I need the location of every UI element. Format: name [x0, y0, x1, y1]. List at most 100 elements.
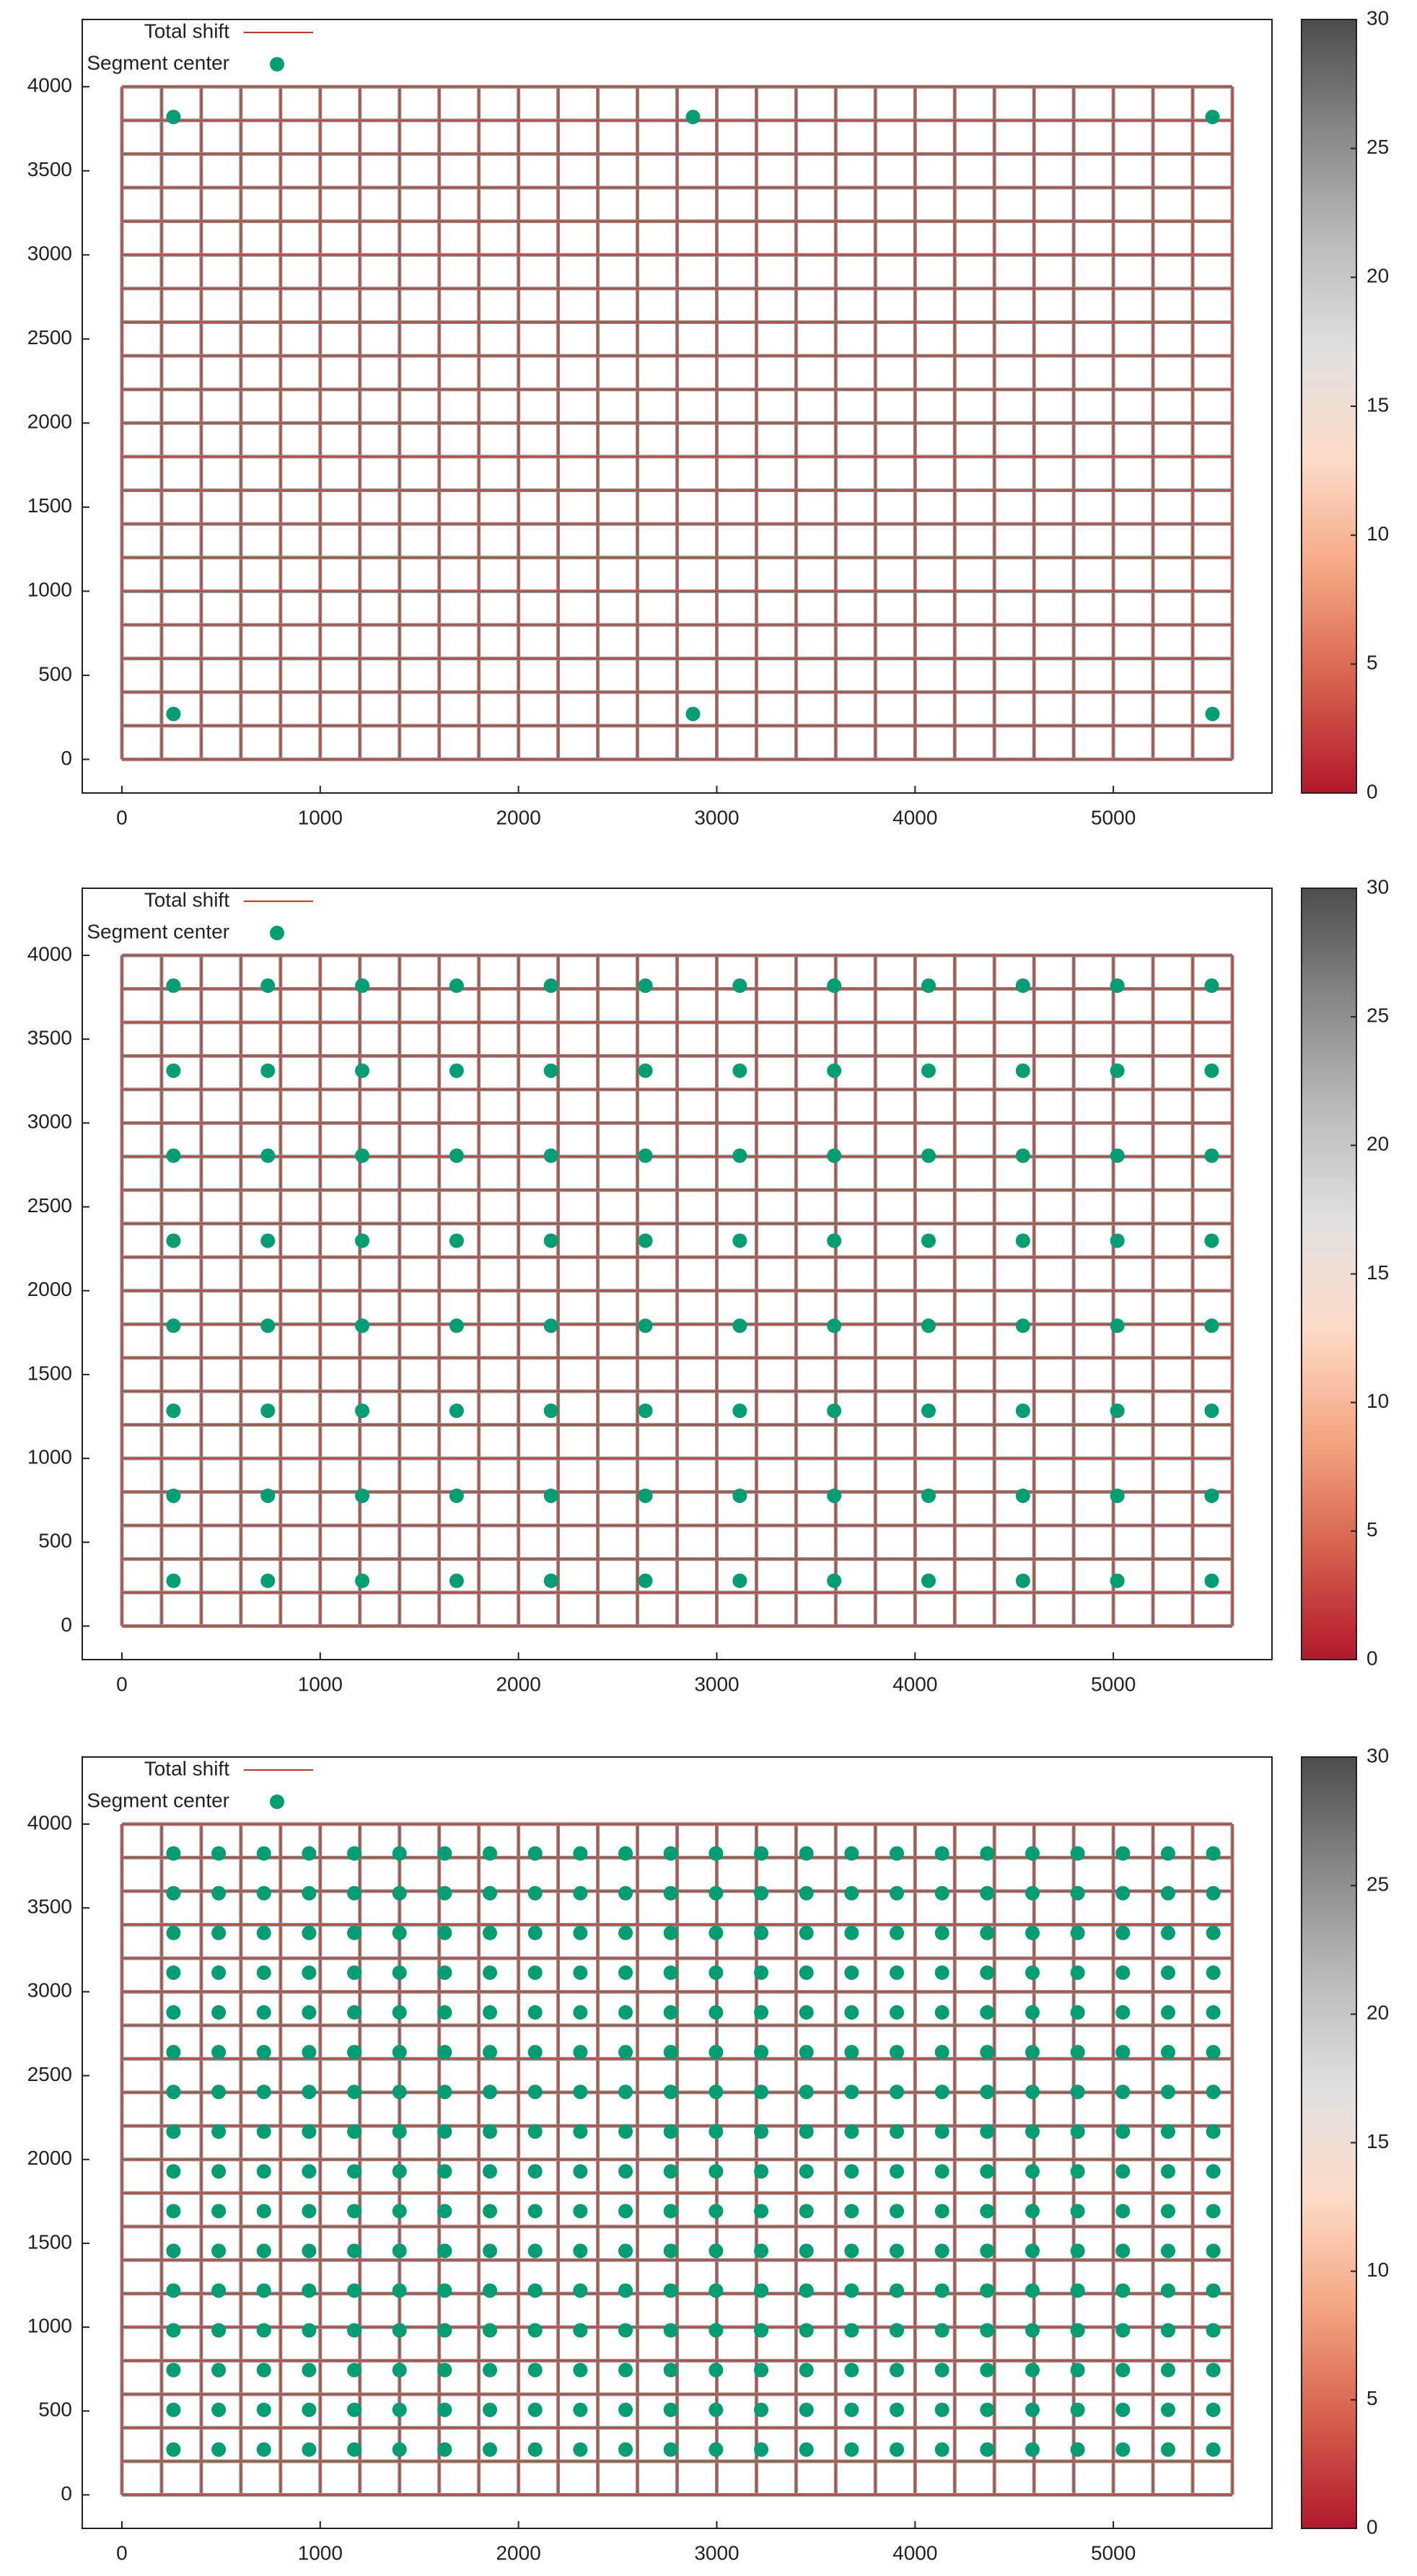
- segment-center: [827, 1148, 842, 1163]
- segment-center: [449, 1573, 464, 1588]
- segment-center: [527, 2204, 543, 2219]
- segment-center: [347, 2323, 362, 2338]
- segment-center: [449, 1403, 464, 1419]
- segment-center: [708, 1846, 724, 1861]
- segment-center: [573, 2164, 588, 2179]
- segment-center: [166, 978, 181, 994]
- segment-center: [256, 2362, 271, 2378]
- segment-center: [483, 2005, 498, 2020]
- segment-center: [921, 1148, 936, 1163]
- segment-center: [799, 2005, 814, 2020]
- x-tick-label: 2000: [496, 806, 540, 828]
- segment-center: [256, 2204, 271, 2219]
- segment-center: [1110, 1148, 1125, 1163]
- segment-center: [799, 1965, 814, 1980]
- segment-center: [1160, 1965, 1175, 1980]
- segment-center: [166, 2323, 181, 2338]
- segment-center: [921, 1063, 936, 1078]
- segment-center: [260, 1403, 276, 1419]
- segment-center: [799, 2362, 814, 2378]
- plot-frame: [82, 888, 1273, 1660]
- colorbar-tick-label: 0: [1366, 780, 1378, 802]
- segment-center: [663, 2402, 678, 2417]
- segment-center: [638, 1063, 653, 1078]
- segment-center: [1025, 2124, 1040, 2139]
- segment-center: [483, 2085, 498, 2100]
- segment-center: [355, 1573, 370, 1588]
- segment-center: [1015, 1403, 1030, 1419]
- segment-center: [934, 2362, 949, 2378]
- segment-center: [166, 2124, 181, 2139]
- legend-marker: [270, 926, 284, 940]
- segment-center: [1115, 2045, 1131, 2060]
- segment-center: [302, 2402, 317, 2417]
- segment-center: [1115, 2402, 1131, 2417]
- segment-center: [1204, 1233, 1219, 1248]
- segment-center: [166, 2085, 181, 2100]
- segment-center: [1115, 2362, 1131, 2378]
- y-tick-label: 4000: [27, 74, 72, 97]
- segment-center: [890, 2164, 905, 2179]
- segment-center: [302, 2005, 317, 2020]
- segment-center: [437, 2323, 452, 2338]
- segment-center: [302, 2124, 317, 2139]
- segment-center: [166, 2243, 181, 2259]
- segment-center: [1025, 2005, 1040, 2020]
- segment-center: [437, 2124, 452, 2139]
- x-tick-label: 5000: [1091, 1673, 1136, 1695]
- segment-center: [754, 2323, 769, 2338]
- segment-center: [685, 110, 701, 125]
- segment-center: [1015, 1233, 1030, 1248]
- segment-center: [392, 2005, 407, 2020]
- segment-center: [1110, 1063, 1125, 1078]
- segment-center: [1070, 2045, 1085, 2060]
- segment-center: [1115, 2085, 1131, 2100]
- segment-center: [799, 1846, 814, 1861]
- segment-center: [618, 2164, 633, 2179]
- segment-center: [166, 1965, 181, 1980]
- segment-center: [844, 2164, 859, 2179]
- segment-center: [256, 2323, 271, 2338]
- segment-center: [543, 1233, 558, 1248]
- segment-center: [1206, 2442, 1221, 2457]
- segment-center: [166, 1233, 181, 1248]
- segment-center: [543, 1063, 558, 1078]
- segment-center: [980, 1965, 995, 1980]
- segment-center: [708, 1965, 724, 1980]
- colorbar-tick-label: 10: [1366, 2259, 1389, 2281]
- segment-center: [483, 2362, 498, 2378]
- colorbar-tick-label: 30: [1366, 6, 1389, 29]
- segment-center: [437, 2402, 452, 2417]
- segment-center: [708, 2204, 724, 2219]
- segment-center: [1110, 978, 1125, 994]
- segment-center: [392, 2442, 407, 2457]
- colorbar-tick-label: 20: [1366, 2002, 1389, 2024]
- segment-center: [921, 1573, 936, 1588]
- segment-center: [260, 1148, 276, 1163]
- legend-label: Total shift: [144, 1757, 229, 1779]
- segment-center: [732, 1233, 747, 1248]
- segment-center: [1115, 2323, 1131, 2338]
- segment-center: [921, 1233, 936, 1248]
- segment-center: [980, 2085, 995, 2100]
- segment-center: [980, 1925, 995, 1940]
- y-tick-label: 1500: [27, 2230, 72, 2253]
- segment-center: [166, 1846, 181, 1861]
- segment-center: [638, 1148, 653, 1163]
- segment-center: [211, 2442, 227, 2457]
- segment-center: [573, 2085, 588, 2100]
- segment-center: [449, 1233, 464, 1248]
- segment-center: [302, 2204, 317, 2219]
- segment-center: [844, 1846, 859, 1861]
- segment-center: [256, 1965, 271, 1980]
- segment-center: [527, 2323, 543, 2338]
- segment-center: [573, 2243, 588, 2259]
- segment-center: [211, 2164, 227, 2179]
- segment-center: [1025, 2204, 1040, 2219]
- segment-center: [1160, 1885, 1175, 1901]
- segment-center: [483, 2045, 498, 2060]
- segment-center: [980, 2402, 995, 2417]
- segment-center: [260, 1063, 276, 1078]
- y-tick-label: 3000: [27, 242, 72, 265]
- segment-center: [934, 1925, 949, 1940]
